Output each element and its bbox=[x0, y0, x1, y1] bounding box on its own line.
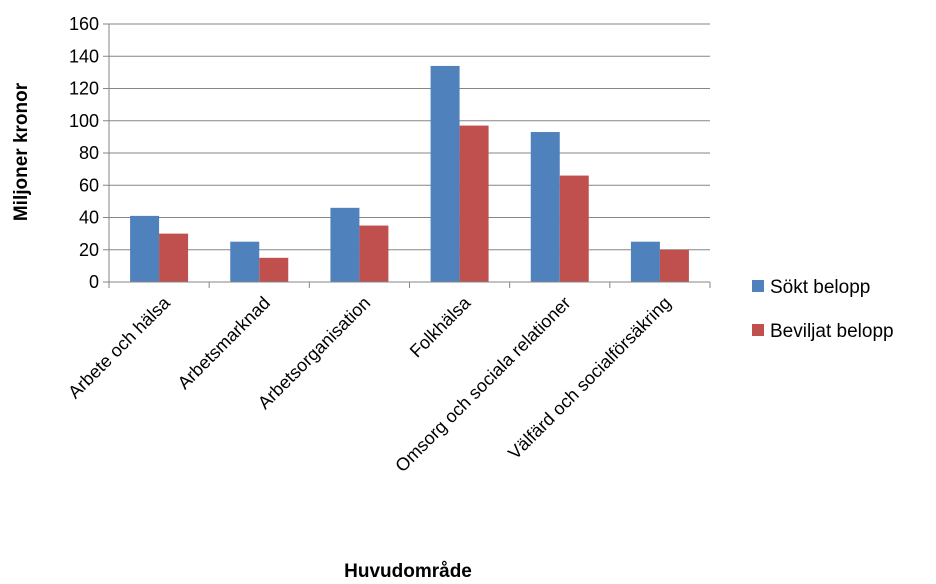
bar-beviljat bbox=[659, 249, 689, 282]
axes bbox=[103, 23, 711, 288]
y-tick-label: 100 bbox=[69, 111, 99, 131]
y-tick-labels: 0 20 40 60 80 100 120 140 160 bbox=[69, 14, 99, 292]
bar-sokt bbox=[530, 132, 560, 282]
x-tick-label: Arbetsmarknad bbox=[174, 293, 274, 393]
x-axis-title: Huvudområde bbox=[344, 561, 472, 582]
y-tick-label: 60 bbox=[79, 175, 99, 195]
bar-beviljat bbox=[559, 175, 589, 282]
y-tick-label: 40 bbox=[79, 208, 99, 228]
bar-beviljat bbox=[359, 225, 389, 282]
bar-beviljat bbox=[259, 257, 289, 282]
x-tick-label: Arbetsorganisation bbox=[254, 293, 374, 413]
bar-sokt bbox=[430, 65, 460, 282]
y-tick-label: 80 bbox=[79, 143, 99, 163]
legend-swatch bbox=[752, 280, 764, 292]
y-tick-label: 0 bbox=[89, 272, 99, 292]
y-tick-label: 20 bbox=[79, 240, 99, 260]
legend-label: Sökt belopp bbox=[770, 277, 870, 298]
bar-sokt bbox=[330, 207, 360, 282]
y-tick-label: 160 bbox=[69, 14, 99, 34]
legend-label: Beviljat belopp bbox=[770, 321, 894, 342]
bar-sokt bbox=[230, 241, 260, 282]
legend: Sökt belopp Beviljat belopp bbox=[752, 277, 894, 342]
x-tick-label: Arbete och hälsa bbox=[64, 292, 174, 402]
y-tick-label: 140 bbox=[69, 46, 99, 66]
bar-sokt bbox=[630, 241, 660, 282]
y-axis-title: Miljoner kronor bbox=[11, 82, 32, 221]
bar-beviljat bbox=[159, 233, 189, 282]
bar-beviljat bbox=[459, 125, 489, 283]
x-tick-label: Välfärd och socialförsäkring bbox=[504, 293, 674, 463]
x-tick-labels: Arbete och hälsa ArbetsmarknadArbetsorgan… bbox=[64, 292, 675, 476]
bars bbox=[130, 65, 689, 283]
legend-swatch bbox=[752, 324, 764, 336]
x-tick-label: Omsorg och sociala relationer bbox=[391, 293, 574, 476]
y-tick-label: 120 bbox=[69, 79, 99, 99]
gridlines bbox=[109, 23, 710, 251]
x-tick-label: Folkhälsa bbox=[406, 292, 475, 361]
bar-sokt bbox=[130, 215, 160, 282]
